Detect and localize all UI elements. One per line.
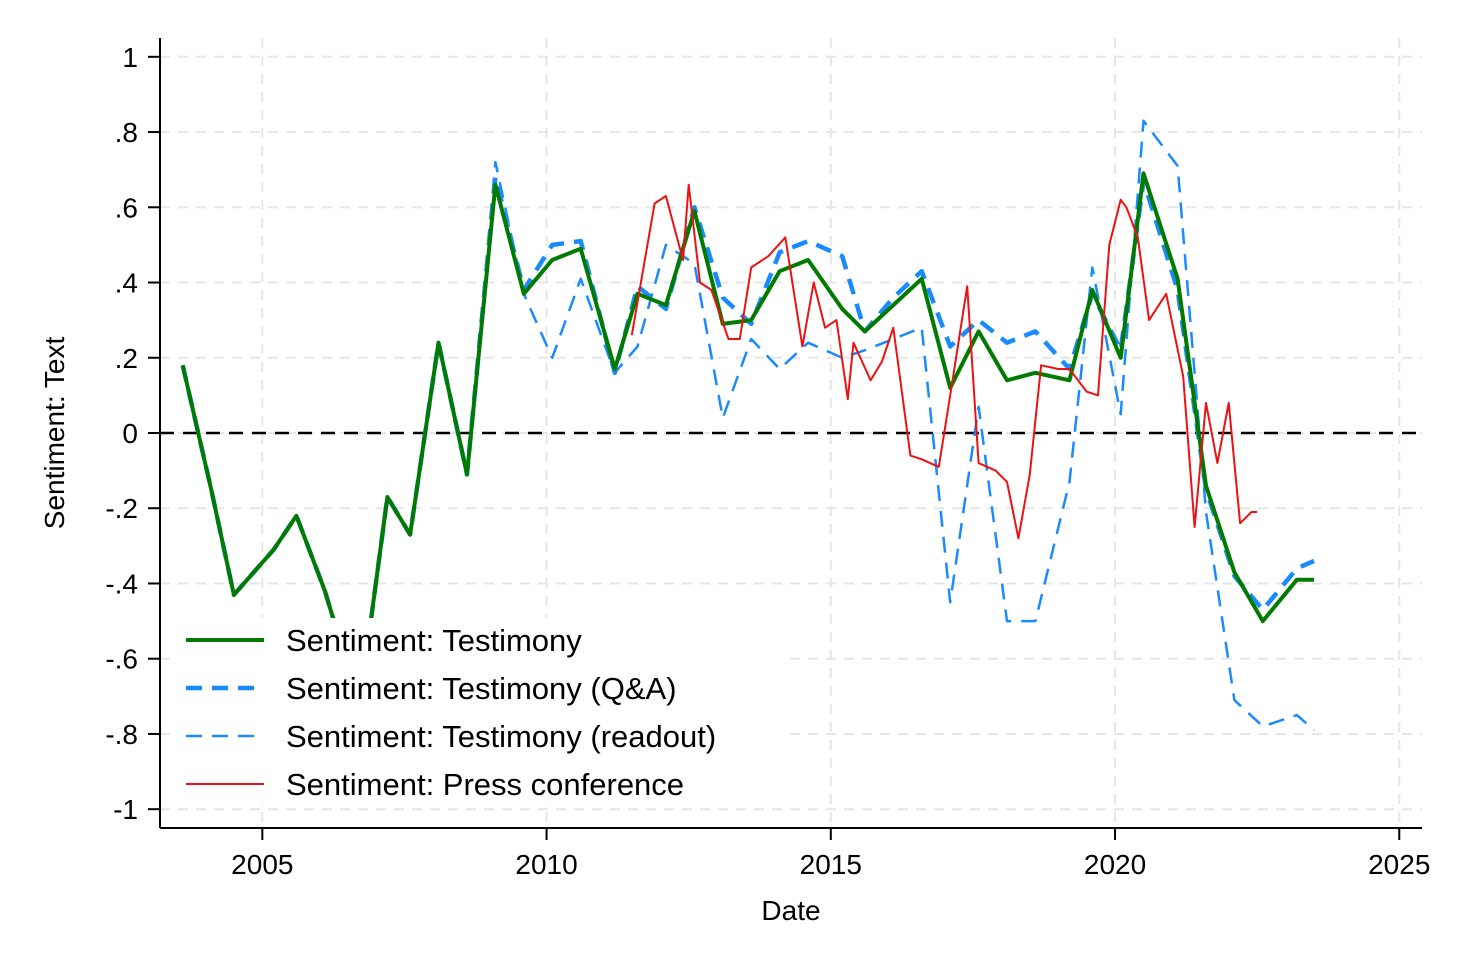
y-tick-label: -.6 — [105, 644, 138, 675]
x-axis-title: Date — [761, 895, 820, 926]
axes: 1 .8 .6 .4 .2 0 -.2 -.4 -.6 -.8 -1 2005 2010 2015 2020… — [105, 38, 1430, 880]
y-tick-label: .6 — [115, 192, 138, 223]
y-tick-label: .8 — [115, 117, 138, 148]
y-tick-label: 0 — [122, 418, 138, 449]
y-tick-label: -.8 — [105, 719, 138, 750]
x-tick-label: 2025 — [1368, 849, 1430, 880]
x-tick-label: 2015 — [800, 849, 862, 880]
legend-background — [172, 618, 782, 803]
y-tick-label: .4 — [115, 268, 138, 299]
legend-label-0: Sentiment: Testimony — [286, 623, 582, 658]
legend-label-2: Sentiment: Testimony (readout) — [286, 719, 716, 754]
y-axis-title: Sentiment: Text — [39, 337, 70, 530]
legend: Sentiment: Testimony Sentiment: Testimony… — [172, 618, 782, 803]
x-tick-label: 2010 — [515, 849, 577, 880]
series-line-3 — [630, 183, 1258, 540]
y-tick-label: 1 — [122, 42, 138, 73]
x-tick-label: 2020 — [1084, 849, 1146, 880]
y-tick-label: -.2 — [105, 493, 138, 524]
legend-label-1: Sentiment: Testimony (Q&A) — [286, 671, 677, 706]
y-tick-label: .2 — [115, 343, 138, 374]
x-tick-label: 2005 — [231, 849, 293, 880]
legend-label-3: Sentiment: Press conference — [286, 767, 684, 802]
y-tick-label: -1 — [113, 794, 138, 825]
y-tick-label: -.4 — [105, 568, 138, 599]
